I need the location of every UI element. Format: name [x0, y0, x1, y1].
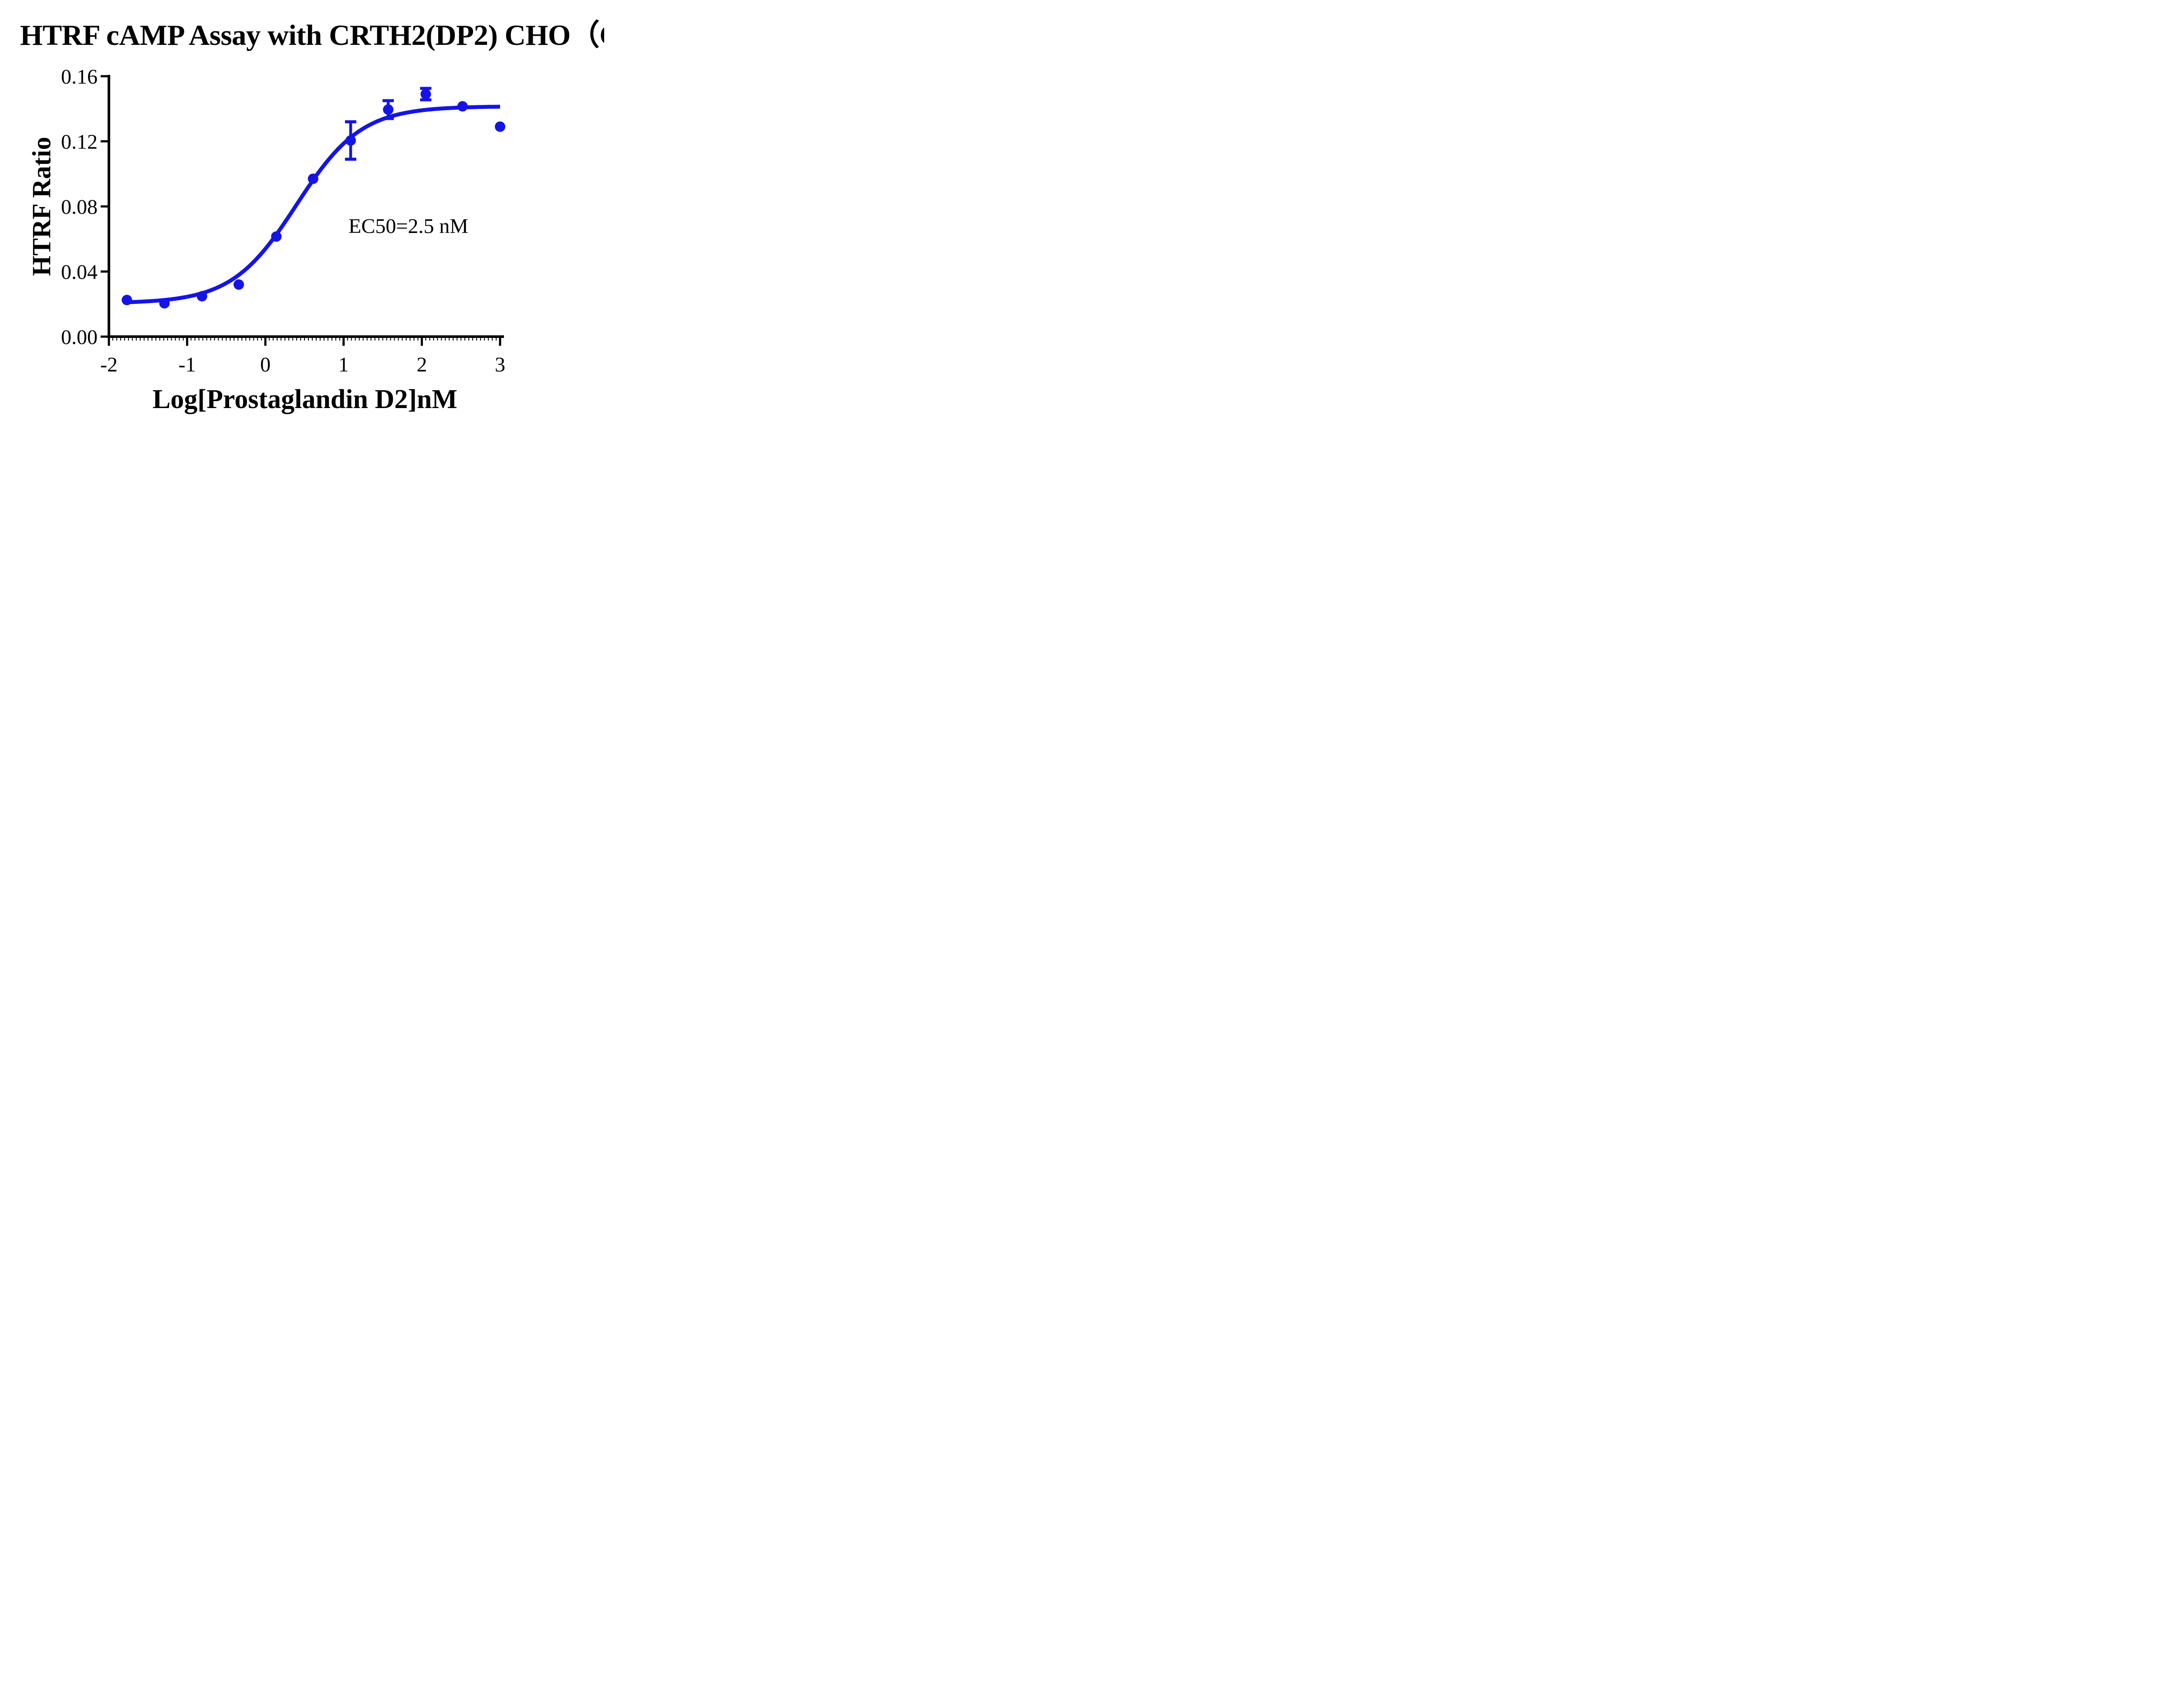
data-point: [159, 298, 170, 309]
x-tick-label: 1: [338, 353, 349, 376]
figure: HTRF cAMP Assay with CRTH2(DP2) CHO（C1） …: [0, 0, 604, 427]
x-major-ticks: [108, 337, 501, 346]
data-point: [233, 279, 244, 290]
x-tick-label: 0: [260, 353, 271, 376]
data-point-layer: [122, 89, 505, 309]
ec50-annotation: EC50=2.5 nM: [348, 215, 469, 238]
x-tick-label: -2: [100, 353, 118, 376]
y-major-ticks: [101, 75, 109, 338]
fit-curve: [127, 105, 500, 304]
data-point: [457, 101, 468, 112]
data-point: [345, 135, 356, 146]
x-axis-title: Log[Prostaglandin D2]nM: [152, 385, 457, 414]
data-point: [196, 291, 207, 302]
x-tick-label: 3: [495, 353, 505, 376]
fit-curve-layer: [127, 105, 500, 304]
y-tick-label: 0.08: [61, 196, 98, 219]
y-tick-label: 0.12: [61, 131, 98, 154]
data-point: [420, 89, 431, 100]
x-tick-label: -1: [179, 353, 196, 376]
x-tick-labels: -2 -1 0 1 2 3: [100, 353, 505, 376]
chart-title: HTRF cAMP Assay with CRTH2(DP2) CHO（C1）: [20, 19, 604, 51]
x-tick-label: 2: [416, 353, 427, 376]
data-point: [495, 121, 505, 132]
y-tick-labels: 0.00 0.04 0.08 0.12 0.16: [61, 65, 98, 349]
error-bar-layer: [345, 87, 432, 161]
y-tick-label: 0.00: [61, 326, 98, 349]
y-tick-label: 0.16: [61, 65, 98, 88]
data-point: [271, 231, 282, 242]
data-point: [383, 104, 394, 115]
data-point: [122, 294, 132, 305]
data-point: [308, 173, 318, 184]
plot-canvas: -2 -1 0 1 2 3 0.00 0.04 0.08 0.12 0.16: [61, 65, 505, 376]
x-minor-ticks: [112, 338, 497, 341]
y-tick-label: 0.04: [61, 261, 98, 284]
